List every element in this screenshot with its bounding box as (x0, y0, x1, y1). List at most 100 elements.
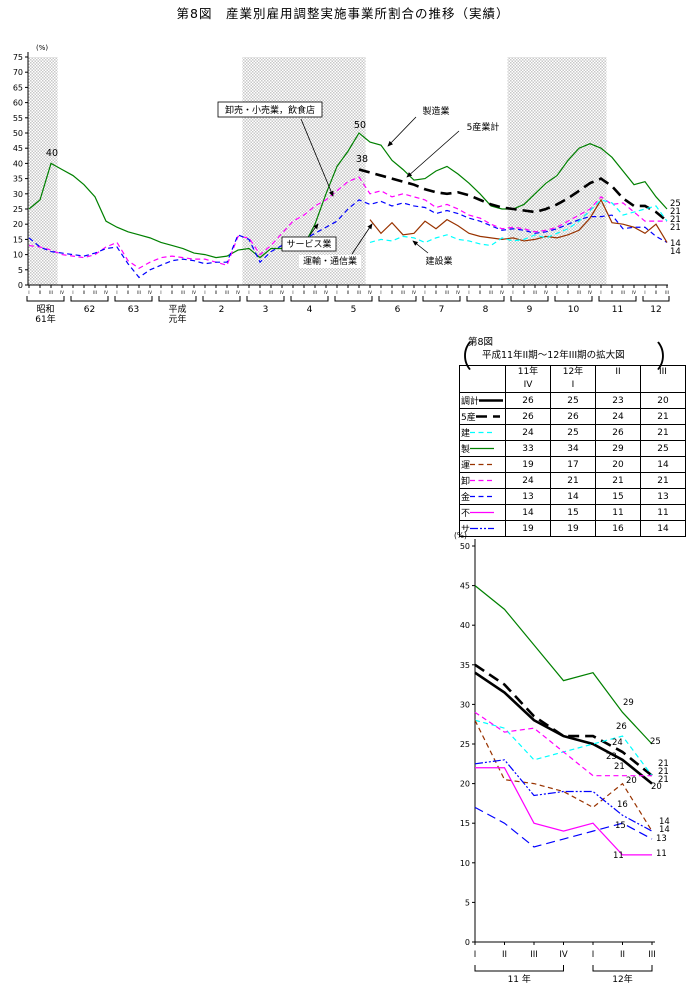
quarter-tick-label: II (655, 290, 657, 295)
quarter-tick-label: II (259, 290, 261, 295)
line-style-sample (470, 511, 495, 514)
quarter-tick-label: III (225, 290, 229, 295)
table-value-cell: 21 (639, 408, 686, 425)
table-value-cell: 26 (549, 408, 596, 425)
year-bracket (378, 296, 417, 302)
table-row: 建 24 25 26 21 (459, 424, 686, 441)
y-tick-label: 50 (13, 129, 23, 138)
enlargement-figure-number: 第8図 (468, 337, 494, 348)
quarter-tick-label: II (303, 290, 305, 295)
y-tick-label: 60 (13, 99, 23, 108)
end-label-2: 21 (670, 215, 681, 225)
quarter-tick-label: II (83, 290, 85, 295)
col-header-quarter: II (615, 367, 621, 377)
year-bracket (466, 296, 505, 302)
y-tick-label: 45 (460, 582, 470, 591)
y-tick-label: 40 (460, 621, 470, 630)
y-tick-label: 70 (13, 68, 23, 77)
year-label-line2: 元年 (168, 313, 186, 325)
row-label-cell: サ (459, 520, 506, 537)
value-label-10: 21 (658, 759, 669, 769)
table-value-cell: 33 (504, 440, 551, 457)
table-value-cell: 21 (549, 472, 596, 489)
year-label-line2: 61年 (35, 313, 55, 325)
series-line-4 (474, 719, 653, 832)
year-label: 2 (219, 305, 225, 315)
y-tick-label: 40 (13, 159, 23, 168)
quarter-tick-label: IV (60, 290, 64, 295)
quarter-tick-label: IV (632, 290, 636, 295)
value-label-9: 11 (613, 851, 624, 861)
series-line-2 (28, 176, 667, 269)
row-label-cell: 建 (459, 424, 506, 441)
callout-arrow-3 (309, 223, 319, 236)
quarter-tick-label: III (93, 290, 97, 295)
year-label: 5 (351, 305, 357, 315)
line-style-sample (479, 399, 504, 402)
quarter-tick-label: II (39, 290, 41, 295)
x-tick-label: II (502, 950, 507, 960)
value-label-7: 16 (617, 800, 628, 810)
end-label-0: 25 (670, 199, 681, 209)
quarter-tick-label: I (292, 290, 293, 295)
quarter-tick-label: II (567, 290, 569, 295)
row-label-cell: 製 (459, 440, 506, 457)
year-bracket (246, 296, 285, 302)
quarter-tick-label: I (248, 290, 249, 295)
table-value-cell: 15 (594, 488, 641, 505)
y-axis-unit-label: (%) (454, 531, 467, 540)
series-line-3 (28, 199, 668, 279)
enlargement-table-head: 11年 IV 12年 I II III (459, 365, 686, 393)
x-tick-label: II (620, 950, 625, 960)
table-value-cell: 11 (639, 504, 686, 521)
row-label-wrap: 5産 (460, 410, 505, 423)
quarter-tick-label: III (49, 290, 53, 295)
y-tick-label: 45 (13, 144, 23, 153)
value-label-4: 23 (606, 752, 617, 762)
row-label: 製 (461, 445, 471, 455)
callout-label-1: 製造業 (422, 105, 449, 117)
quarter-tick-label: I (600, 290, 601, 295)
row-label-cell: 卸 (459, 472, 506, 489)
row-label-wrap: 不 (460, 506, 505, 519)
table-value-cell: 25 (639, 440, 686, 457)
y-tick-label: 15 (460, 819, 470, 828)
callout-bg-2 (461, 121, 505, 134)
year-bracket (474, 965, 564, 972)
value-label-6: 20 (626, 776, 637, 786)
quarter-tick-label: I (28, 290, 29, 295)
quarter-tick-label: III (137, 290, 141, 295)
row-label: 建 (461, 429, 471, 439)
line-style-sample (470, 463, 495, 466)
quarter-tick-label: II (215, 290, 217, 295)
close-paren: ） (655, 340, 682, 376)
y-tick-label: 0 (465, 938, 470, 947)
year-label: 9 (527, 305, 533, 315)
quarter-tick-label: IV (192, 290, 196, 295)
callout-bg-1 (418, 105, 454, 118)
quarter-tick-label: I (380, 290, 381, 295)
y-tick-label: 25 (13, 205, 23, 214)
year-bracket (510, 296, 549, 302)
row-label: 卸 (461, 477, 471, 487)
row-label: サ (461, 525, 471, 535)
year-bracket (334, 296, 373, 302)
line-style-sample (475, 415, 500, 418)
quarter-tick-label: II (435, 290, 437, 295)
table-value-cell: 34 (549, 440, 596, 457)
x-tick-label: III (530, 950, 538, 960)
row-label: 5産 (461, 413, 476, 423)
callout-label-0: 卸売・小売業，飲食店 (225, 104, 315, 116)
quarter-tick-label: III (621, 290, 625, 295)
row-label-cell: 金 (459, 488, 506, 505)
line-style-sample (470, 431, 495, 434)
series-line-7 (475, 767, 652, 856)
row-label-cell: 運 (459, 456, 506, 473)
line-style-sample (470, 479, 495, 482)
year-bracket (598, 296, 637, 302)
quarter-tick-label: II (523, 290, 525, 295)
y-tick-label: 30 (460, 700, 470, 709)
quarter-tick-label: I (512, 290, 513, 295)
quarter-tick-label: III (357, 290, 361, 295)
callout-bg-4 (299, 255, 361, 268)
